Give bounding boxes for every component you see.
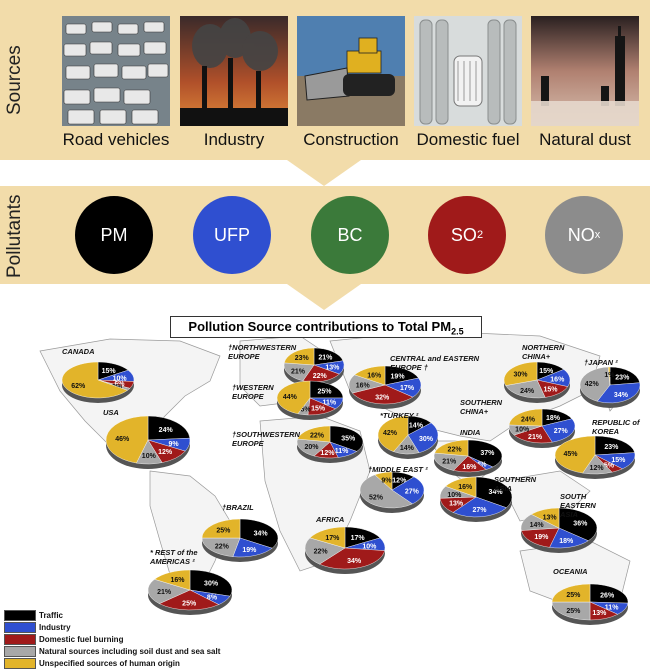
legend-domestic-fuel: Domestic fuel burning bbox=[4, 634, 123, 645]
map-title: Pollution Source contributions to Total … bbox=[170, 316, 482, 338]
pollutant-nox-sub: x bbox=[594, 229, 601, 241]
region-label-africa: AFRICA bbox=[316, 515, 345, 524]
road-vehicles-image bbox=[62, 16, 170, 126]
region-label-turkey: *TURKEY ² bbox=[380, 411, 419, 420]
legend-natural: Natural sources including soil dust and … bbox=[4, 646, 220, 657]
map-title-sub: 2.5 bbox=[451, 326, 464, 337]
legend-unspecified: Unspecified sources of human origin bbox=[4, 658, 180, 669]
pollutant-ufp: UFP bbox=[193, 196, 271, 274]
legend-swatch-unspecified bbox=[4, 658, 36, 669]
natural-dust-image bbox=[531, 16, 639, 126]
region-label-india: INDIA bbox=[460, 428, 481, 437]
pollutant-nox: NO x bbox=[545, 196, 623, 274]
region-label-northern-china: NORTHERN CHINA+ bbox=[522, 343, 565, 361]
legend-label-traffic: Traffic bbox=[39, 611, 64, 620]
legend-swatch-domestic-fuel bbox=[4, 634, 36, 645]
region-label-southern-china: SOUTHERN CHINA+ bbox=[460, 398, 503, 416]
world-map bbox=[0, 311, 650, 669]
region-label-western-europe: †WESTERN EUROPE bbox=[232, 383, 274, 401]
legend-traffic: Traffic bbox=[4, 610, 63, 621]
region-label-southwestern-europe: †SOUTHWESTERN EUROPE bbox=[232, 430, 300, 448]
source-label-road-vehicles: Road vehicles bbox=[62, 130, 170, 149]
legend-label-natural: Natural sources including soil dust and … bbox=[39, 647, 221, 656]
legend-industry: Industry bbox=[4, 622, 71, 633]
region-label-oceania: OCEANIA bbox=[553, 567, 588, 576]
region-label-korea: REPUBLIC of KOREA bbox=[592, 418, 640, 436]
legend-swatch-industry bbox=[4, 622, 36, 633]
legend-label-industry: Industry bbox=[39, 623, 71, 632]
region-label-canada: CANADA bbox=[62, 347, 95, 356]
arrow-down-icon bbox=[287, 284, 361, 310]
region-label-brazil: †BRAZIL bbox=[222, 503, 254, 512]
source-label-construction: Construction bbox=[303, 130, 399, 149]
sources-band-label: Sources bbox=[4, 45, 25, 115]
region-label-southern-asia: SOUTHERN ASIA bbox=[494, 475, 537, 493]
legend-swatch-natural bbox=[4, 646, 36, 657]
pollutants-band-label: Pollutants bbox=[4, 194, 25, 278]
pollutant-ufp-label: UFP bbox=[214, 224, 250, 245]
pollutant-pm: PM bbox=[75, 196, 153, 274]
pollutant-nox-label: NO bbox=[567, 224, 595, 245]
legend-label-domestic-fuel: Domestic fuel burning bbox=[39, 635, 124, 644]
source-label-domestic-fuel: Domestic fuel bbox=[416, 130, 520, 149]
pollutant-pm-label: PM bbox=[100, 224, 128, 245]
construction-image bbox=[297, 16, 405, 126]
pollutant-bc-label: BC bbox=[337, 224, 363, 245]
pollutant-so2-sub: 2 bbox=[476, 229, 484, 241]
source-label-industry: Industry bbox=[203, 130, 265, 149]
region-label-rest-americas: * REST of the AMERICAS ² bbox=[150, 548, 198, 566]
domestic-fuel-image bbox=[414, 16, 522, 126]
pollutant-so2: SO 2 bbox=[428, 196, 506, 274]
region-label-japan: †JAPAN ² bbox=[584, 358, 618, 367]
industry-image bbox=[180, 16, 288, 126]
source-label-natural-dust: Natural dust bbox=[539, 130, 631, 149]
legend-label-unspecified: Unspecified sources of human origin bbox=[39, 659, 180, 668]
region-label-middle-east: †MIDDLE EAST ² bbox=[368, 465, 428, 474]
region-label-northwestern-europe: †NORTHWESTERN EUROPE bbox=[228, 343, 297, 361]
pollutant-bc: BC bbox=[311, 196, 389, 274]
legend-swatch-traffic bbox=[4, 610, 36, 621]
region-label-usa: USA bbox=[103, 408, 119, 417]
pollutant-so2-label: SO bbox=[450, 224, 477, 245]
map-title-text: Pollution Source contributions to Total … bbox=[188, 319, 452, 334]
region-label-south-eastern-asia: SOUTH EASTERN ASIA bbox=[560, 492, 596, 519]
arrow-down-icon bbox=[287, 160, 361, 186]
region-label-central-eastern-europe: CENTRAL and EASTERN EUROPE † bbox=[390, 354, 480, 372]
